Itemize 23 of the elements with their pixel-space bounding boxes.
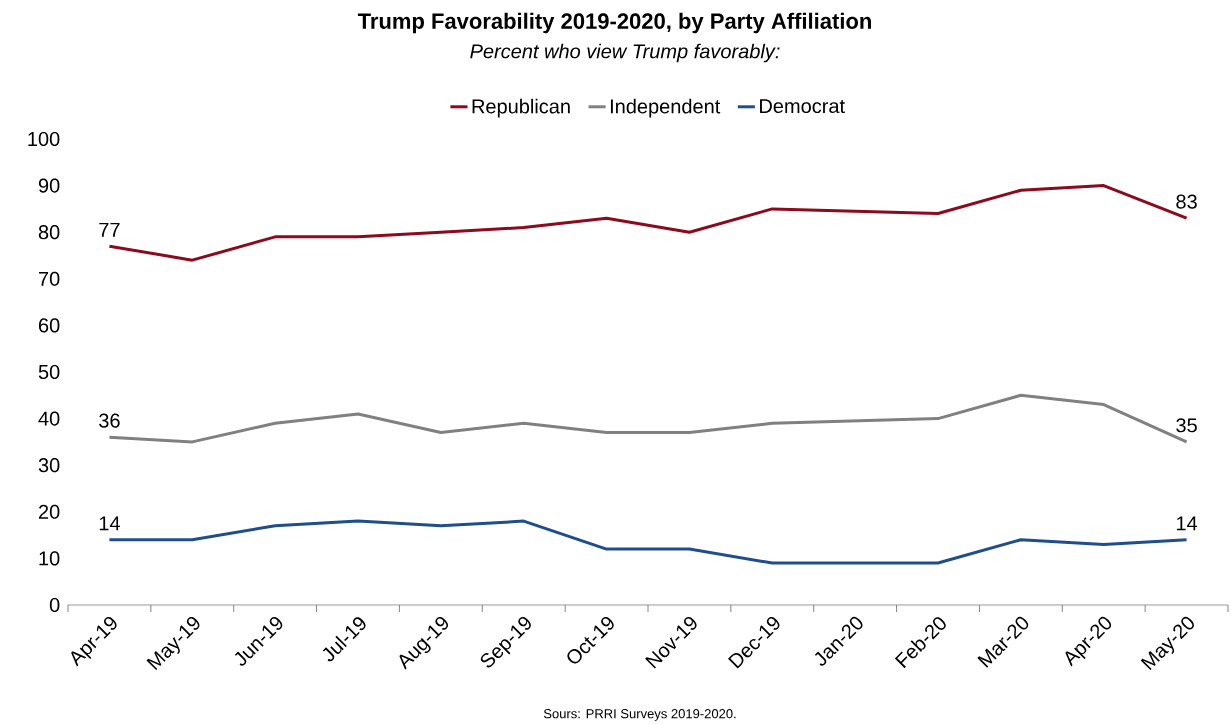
text: Sours: PRRI Surveys 2019-2020. (543, 709, 736, 721)
y-tick-label: 90 (38, 178, 60, 193)
y-tick-label: 70 (38, 271, 60, 286)
data-label: 14 (1176, 516, 1198, 531)
y-tick-label: 20 (38, 504, 60, 519)
y-tick-label: 80 (38, 225, 60, 240)
chart-title: Trump Favorability 2019-2020, by Party Affiliation (357, 12, 871, 34)
chart-subtitle: Percent who view Trump favorably: (470, 43, 780, 63)
y-tick-label: 10 (39, 551, 60, 566)
y-tick-label: 30 (38, 458, 60, 473)
data-label: 77 (99, 222, 120, 237)
data-label: 35 (1176, 418, 1197, 433)
data-label: 83 (1176, 194, 1197, 209)
legend-label: Democrat (760, 99, 845, 114)
y-tick-label: 100 (28, 131, 60, 147)
y-tick-label: 40 (38, 411, 60, 426)
data-label: 14 (99, 516, 120, 531)
data-label: 36 (99, 413, 120, 428)
y-tick-label: 0 (49, 597, 60, 613)
legend-label: Independent (610, 98, 721, 118)
y-tick-label: 60 (38, 318, 60, 333)
y-tick-label: 50 (38, 364, 60, 380)
legend-label: Republican (472, 98, 570, 118)
